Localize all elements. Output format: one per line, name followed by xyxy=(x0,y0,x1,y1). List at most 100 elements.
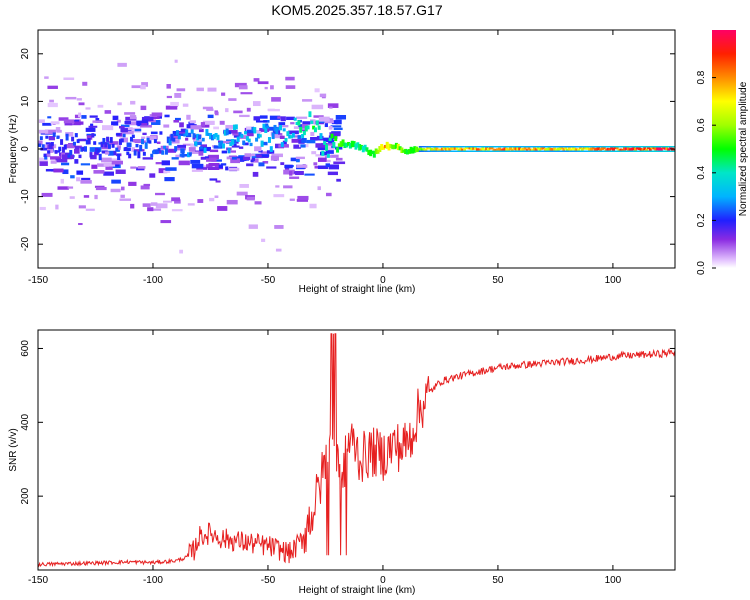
spectrogram-ridge-edge xyxy=(466,150,470,152)
spectrogram-ridge-edge xyxy=(459,150,463,152)
spectrogram-ridge-cell xyxy=(128,153,132,159)
spectrogram-ridge-cell xyxy=(361,145,365,153)
spectrogram-cell xyxy=(221,92,226,96)
spectrogram-ridge-cell xyxy=(273,124,277,132)
spectrogram-cell xyxy=(55,158,68,163)
spectrogram-ridge-edge xyxy=(483,146,487,148)
figure-title: KOM5.2025.357.18.57.G17 xyxy=(271,2,442,18)
spectrogram-cell xyxy=(314,120,324,125)
spectrogram-ridge-cell xyxy=(117,153,121,161)
spectrogram-ridge-cell xyxy=(155,149,159,153)
spectrogram-ridge-cell xyxy=(43,153,47,157)
spectrogram-cell xyxy=(267,126,278,131)
spectrogram-ridge-cell xyxy=(611,147,615,151)
spectrogram-ridge-cell xyxy=(347,141,351,146)
spectrogram-ridge-edge xyxy=(437,146,441,148)
spectrogram-cell xyxy=(204,156,209,159)
spectrogram-cell xyxy=(336,178,341,182)
spectrogram-ridge-edge xyxy=(600,146,604,148)
spectrogram-ridge-edge xyxy=(637,150,641,152)
spectrogram-ridge-edge xyxy=(433,150,437,152)
spectrogram-cell xyxy=(335,114,347,120)
spectrogram-ridge-edge xyxy=(575,146,579,148)
spectrogram-cell xyxy=(325,192,332,197)
spectrogram-ridge-cell xyxy=(267,137,271,143)
spectrogram-cell xyxy=(243,142,249,146)
spectrogram-ridge-edge xyxy=(667,150,671,152)
spectrogram-ridge-edge xyxy=(503,146,507,148)
spectrogram-cell xyxy=(169,134,179,140)
spectrogram-cell xyxy=(42,144,48,148)
spectrogram-cell xyxy=(257,81,269,85)
spectrogram-ridge-cell xyxy=(604,148,608,152)
spectrogram-ridge-edge xyxy=(440,146,444,148)
spectrogram-ridge-cell xyxy=(245,136,249,141)
spectrogram-ridge-cell xyxy=(437,148,441,152)
spectrogram-ridge-cell xyxy=(83,146,87,152)
spectrogram-cell xyxy=(289,198,295,201)
spectrogram-ridge-cell xyxy=(431,148,435,152)
spectrogram-ridge-cell xyxy=(161,150,165,155)
spectrogram-ridge-edge xyxy=(472,146,476,148)
spectrogram-ridge-cell xyxy=(223,130,227,136)
spectrogram-ridge-cell xyxy=(49,142,53,150)
spectrogram-ridge-cell xyxy=(494,148,498,152)
spectrogram-cell xyxy=(239,183,249,188)
snr-frame xyxy=(37,329,676,571)
spectrogram-ridge-edge xyxy=(584,146,588,148)
spectrogram-ridge-edge xyxy=(628,150,632,152)
spectrogram-cell xyxy=(111,160,123,165)
spectrogram-ridge-edge xyxy=(569,146,573,148)
spectrogram-cell xyxy=(119,125,125,129)
spectrogram-cell xyxy=(295,170,304,176)
spectrogram-cell xyxy=(202,120,215,125)
spectrogram-cell xyxy=(47,102,58,108)
spectrogram-ridge-cell xyxy=(462,148,466,152)
spectrogram-cell xyxy=(166,84,171,89)
spectrogram-ridge-cell xyxy=(209,133,213,140)
spectrogram-cell xyxy=(270,85,274,90)
spectrogram-ridge-edge xyxy=(428,146,432,148)
spectrogram-cell xyxy=(69,196,75,199)
spectrogram-ridge-edge xyxy=(586,150,590,152)
spectrogram-ridge-cell xyxy=(525,148,529,152)
spectrogram-cell xyxy=(182,103,189,107)
spectrogram-cell xyxy=(238,146,244,149)
spectrogram-cell xyxy=(117,146,121,151)
x-tick-label: 0 xyxy=(380,575,386,586)
spectrogram-ridge-cell xyxy=(50,142,54,146)
spectrogram-ridge-edge xyxy=(577,146,581,148)
spectrogram-cell xyxy=(132,139,141,143)
spectrogram-ridge-edge xyxy=(525,146,529,148)
spectrogram-cell xyxy=(78,102,85,106)
spectrogram-ridge-edge xyxy=(431,146,435,148)
spectrogram-cell xyxy=(272,129,278,135)
spectrogram-cell xyxy=(228,98,237,101)
spectrogram-ridge-edge xyxy=(468,146,472,148)
spectrogram-ridge-edge xyxy=(422,146,426,148)
spectrogram-ridge-cell xyxy=(196,133,200,141)
spectrogram-cell xyxy=(101,125,114,131)
spectrogram-ridge-cell xyxy=(269,146,273,152)
spectrogram-ridge-cell xyxy=(540,146,544,150)
spectrogram-ridge-cell xyxy=(597,147,601,151)
spectrogram-cell xyxy=(275,185,280,188)
spectrogram-ridge-cell xyxy=(407,149,411,154)
spectrogram-ridge-edge xyxy=(617,146,621,148)
spectrogram-ridge-cell xyxy=(61,146,65,153)
spectrogram-ridge-cell xyxy=(67,154,71,158)
spectrogram-cell xyxy=(259,115,268,119)
spectrogram-ridge-cell xyxy=(645,148,649,152)
spectrogram-ridge-cell xyxy=(295,121,299,126)
spectrogram-ridge-cell xyxy=(600,146,604,150)
spectrogram-ridge-edge xyxy=(444,150,448,152)
spectrogram-ridge-cell xyxy=(378,146,382,153)
spectrogram-ridge-edge xyxy=(621,146,625,148)
spectrogram-ridge-cell xyxy=(648,147,652,151)
spectrogram-cell xyxy=(95,187,107,191)
spectrogram-ridge-cell xyxy=(464,146,468,150)
spectrogram-ridge-edge xyxy=(584,150,588,152)
spectrogram-ridge-cell xyxy=(190,129,194,134)
spectrogram-ridge-edge xyxy=(529,146,533,148)
spectrogram-cell xyxy=(246,129,256,134)
